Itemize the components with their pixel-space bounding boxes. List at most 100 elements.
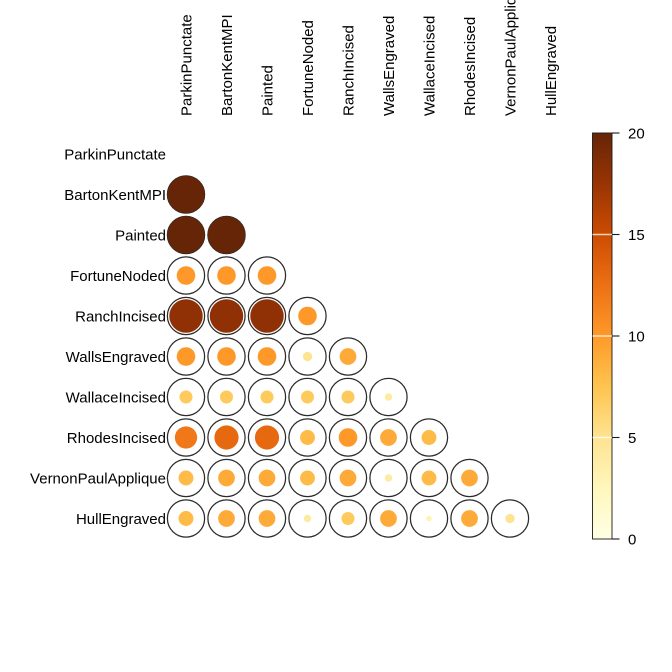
row-label-WallsEngraved: WallsEngraved [66, 349, 166, 366]
cell-HullEngraved-RhodesIncised [450, 499, 489, 538]
cell-WallsEngraved-ParkinPunctate [166, 337, 206, 376]
row-label-ParkinPunctate: ParkinPunctate [64, 146, 166, 163]
cell-WallsEngraved-RanchIncised [328, 337, 368, 376]
column-label-FortuneNoded: FortuneNoded [300, 20, 317, 116]
cell-FortuneNoded-BartonKentMPI [207, 256, 246, 295]
cell-WallaceIncised-ParkinPunctate [166, 377, 206, 417]
cell-dot [339, 469, 357, 487]
cell-FortuneNoded-Painted [247, 256, 287, 295]
cell-dot [218, 510, 235, 527]
cell-dot [384, 393, 393, 401]
cell-RhodesIncised-WallsEngraved [369, 418, 408, 457]
cell-Painted-ParkinPunctate [166, 215, 206, 255]
cell-dot [257, 347, 277, 366]
row-label-BartonKentMPI: BartonKentMPI [64, 187, 166, 204]
cell-dot [339, 348, 357, 365]
cell-HullEngraved-ParkinPunctate [166, 499, 206, 538]
cell-dot [341, 390, 355, 404]
cell-dot [505, 513, 515, 524]
cell-RhodesIncised-RanchIncised [328, 418, 368, 457]
legend-tick-label-15: 15 [628, 227, 645, 244]
column-label-VernonPaulApplique: VernonPaulApplique [502, 0, 519, 116]
cell-RanchIncised-BartonKentMPI [207, 296, 246, 336]
cell-RhodesIncised-ParkinPunctate [166, 418, 206, 457]
cell-dot [300, 390, 315, 404]
cell-dot [178, 511, 194, 526]
cell-dot [302, 351, 313, 362]
cell-HullEngraved-BartonKentMPI [207, 499, 246, 538]
column-label-WallsEngraved: WallsEngraved [381, 16, 398, 116]
cell-dot [214, 425, 239, 450]
row-label-RhodesIncised: RhodesIncised [67, 430, 166, 447]
row-label-HullEngraved: HullEngraved [76, 511, 166, 528]
legend-tick-label-10: 10 [628, 328, 645, 345]
cell-dot [207, 216, 246, 254]
column-label-HullEngraved: HullEngraved [543, 26, 560, 116]
cell-WallaceIncised-Painted [247, 377, 287, 417]
cell-dot [167, 216, 205, 254]
row-label-VernonPaulApplique: VernonPaulApplique [30, 470, 166, 487]
cell-HullEngraved-VernonPaulApplique [490, 499, 530, 538]
cell-WallsEngraved-Painted [247, 337, 287, 376]
cell-WallaceIncised-WallsEngraved [369, 377, 408, 417]
cell-dot [338, 428, 358, 447]
cell-RhodesIncised-WallaceIncised [409, 418, 449, 457]
column-label-ParkinPunctate: ParkinPunctate [178, 14, 195, 116]
row-labels: ParkinPunctate BartonKentMPI Painted Fortun… [30, 146, 166, 528]
row-label-RanchIncised: RanchIncised [75, 308, 166, 325]
cell-dot [257, 266, 277, 285]
row-label-Painted: Painted [115, 227, 166, 244]
cell-RanchIncised-ParkinPunctate [166, 296, 206, 336]
row-label-FortuneNoded: FortuneNoded [70, 268, 166, 285]
cell-dot [380, 429, 397, 446]
cell-HullEngraved-WallaceIncised [409, 499, 449, 538]
cell-RhodesIncised-BartonKentMPI [207, 418, 246, 457]
cell-WallaceIncised-RanchIncised [328, 377, 368, 417]
cell-dot [258, 469, 276, 487]
cell-dot [217, 266, 236, 285]
column-label-RanchIncised: RanchIncised [340, 25, 357, 116]
cell-HullEngraved-Painted [247, 499, 287, 538]
cell-dot [258, 510, 276, 527]
cell-dot [303, 514, 312, 523]
cell-dot [209, 299, 244, 333]
column-label-WallaceIncised: WallaceIncised [421, 16, 438, 116]
cell-dot [176, 266, 196, 285]
cell-dot [380, 510, 397, 527]
row-label-WallaceIncised: WallaceIncised [66, 389, 166, 406]
cell-VernonPaulApplique-ParkinPunctate [166, 458, 206, 498]
cell-dot [218, 469, 235, 487]
cell-VernonPaulApplique-WallaceIncised [409, 458, 449, 498]
cell-WallaceIncised-BartonKentMPI [207, 377, 246, 417]
cell-dot [179, 390, 193, 404]
cell-dot [178, 470, 194, 486]
cell-dot [300, 470, 315, 486]
cell-VernonPaulApplique-RanchIncised [328, 458, 368, 498]
cell-dot [254, 425, 280, 450]
cell-FortuneNoded-ParkinPunctate [166, 256, 206, 295]
cell-dot [384, 474, 393, 482]
cell-RanchIncised-Painted [247, 296, 287, 336]
column-labels: ParkinPunctate BartonKentMPI Painted Fortun… [178, 0, 560, 116]
cell-Painted-BartonKentMPI [207, 215, 246, 255]
matrix-cells [166, 175, 530, 538]
cell-dot [260, 390, 274, 404]
legend-tick-label-20: 20 [628, 125, 645, 142]
cell-dot [174, 426, 198, 449]
cell-dot [426, 515, 432, 522]
cell-WallsEngraved-FortuneNoded [288, 337, 327, 376]
legend-tick-label-5: 5 [628, 430, 636, 447]
cell-HullEngraved-RanchIncised [328, 499, 368, 538]
cell-VernonPaulApplique-BartonKentMPI [207, 458, 246, 498]
column-label-RhodesIncised: RhodesIncised [462, 17, 479, 116]
cell-HullEngraved-WallsEngraved [369, 499, 408, 538]
cell-WallaceIncised-FortuneNoded [288, 377, 327, 417]
cell-dot [461, 469, 478, 487]
cell-dot [421, 470, 437, 486]
legend-tick-label-0: 0 [628, 531, 636, 548]
column-label-Painted: Painted [259, 65, 276, 116]
cell-dot [298, 306, 317, 326]
